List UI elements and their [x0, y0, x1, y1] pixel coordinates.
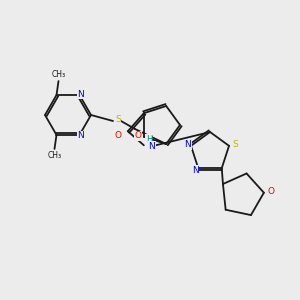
Text: S: S	[232, 140, 238, 149]
Text: CH₃: CH₃	[47, 152, 61, 160]
Text: CH₃: CH₃	[51, 70, 66, 79]
Text: N: N	[192, 166, 199, 175]
Text: O: O	[267, 187, 274, 196]
Text: N: N	[77, 131, 84, 140]
Text: N: N	[184, 140, 191, 149]
Text: N: N	[148, 142, 155, 151]
Text: S: S	[115, 116, 121, 124]
Text: H: H	[146, 135, 152, 144]
Text: N: N	[77, 90, 84, 99]
Text: O: O	[134, 131, 141, 140]
Text: O: O	[114, 131, 121, 140]
